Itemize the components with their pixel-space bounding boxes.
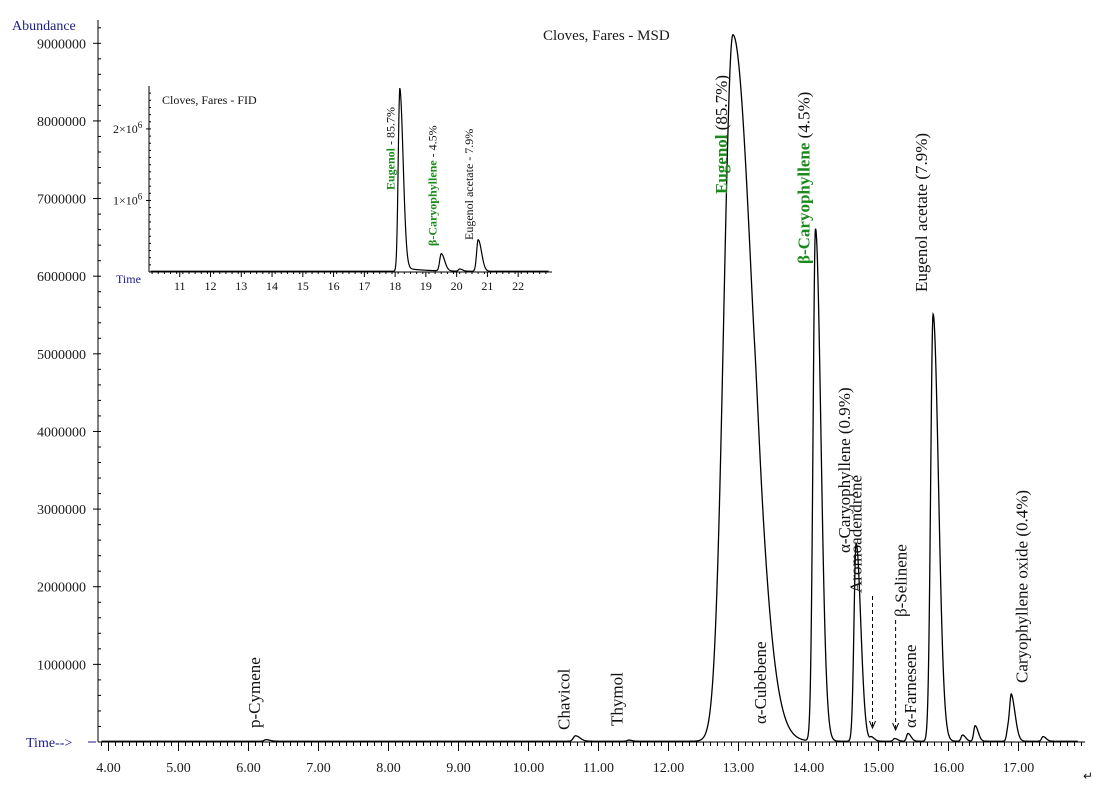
main-peak-label: α-Cubebene [751, 641, 770, 724]
x-tick-label: 15.00 [863, 761, 895, 776]
inset-peak-label: β-Caryophyllene - 4.5% [425, 125, 439, 246]
inset-peak-label-compound: β-Caryophyllene [425, 160, 439, 246]
main-peak-label: Thymol [608, 672, 627, 726]
y-tick-label: 7000000 [37, 193, 86, 208]
inset-peak-label-compound: Eugenol [384, 147, 398, 190]
x-tick-label: 17.00 [1003, 761, 1035, 776]
pointer-arrowhead [869, 720, 876, 730]
x-tick-label: 8.00 [376, 761, 401, 776]
main-peak-label: Eugenol acetate (7.9%) [912, 133, 931, 292]
main-peak-label-percent: (4.5%) [795, 92, 814, 143]
y-tick-label: 5000000 [37, 348, 86, 363]
inset-y-tick-exponent: 6 [138, 191, 143, 201]
main-peak-label: β-Selinene [892, 544, 911, 617]
inset-x-tick-label: 14 [266, 279, 278, 293]
x-tick-label: 11.00 [583, 761, 614, 776]
inset-x-tick-label: 13 [235, 279, 247, 293]
x-tick-label: 13.00 [723, 761, 755, 776]
inset-x-tick-label: 16 [328, 279, 340, 293]
y-tick-label: 6000000 [37, 270, 86, 285]
inset-x-axis-label: Time [116, 272, 141, 286]
y-tick-label: 2000000 [37, 581, 86, 596]
inset-y-tick-mantissa: 2×10 [113, 122, 138, 136]
inset-peak-label-percent: - 85.7% [384, 107, 398, 148]
main-peak-label: Caryophyllene oxide (0.4%) [1013, 490, 1032, 683]
main-trace [101, 34, 1078, 742]
y-axis-label: Abundance [12, 19, 76, 34]
main-chart-title: Cloves, Fares - MSD [543, 28, 670, 44]
main-peak-label: α-Farnesene [901, 645, 920, 728]
x-tick-label: 7.00 [306, 761, 331, 776]
x-tick-label: 16.00 [933, 761, 965, 776]
y-tick-label: 1000000 [37, 658, 86, 673]
x-tick-label: 5.00 [166, 761, 191, 776]
inset-y-tick-exponent: 6 [138, 120, 143, 130]
x-axis-label: Time--> [26, 736, 72, 751]
main-annotations: p-Cymene Chavicol Thymol Eugenol (85.7%) α-C… [245, 75, 1032, 732]
x-tick-label: 9.00 [446, 761, 471, 776]
main-peak-label: β-Caryophyllene (4.5%) [795, 92, 814, 264]
y-tick-label: 8000000 [37, 115, 86, 130]
main-axes: 1000000 2000000 3000000 4000000 5000000 60000… [37, 20, 1085, 776]
main-peak-label: p-Cymene [245, 657, 264, 728]
inset-x-tick-label: 22 [512, 279, 524, 293]
inset-chart-title: Cloves, Fares - FID [162, 93, 257, 107]
inset-peak-label: Eugenol acetate - 7.9% [462, 129, 476, 240]
inset-y-tick-label: 2×106 [113, 120, 143, 136]
y-tick-label: 4000000 [37, 425, 86, 440]
inset-x-tick-label: 12 [205, 279, 217, 293]
x-tick-label: 10.00 [513, 761, 545, 776]
inset-x-tick-label: 17 [358, 279, 370, 293]
y-tick-label: 3000000 [37, 503, 86, 518]
x-tick-label: 14.00 [793, 761, 825, 776]
pointer-arrowhead [892, 722, 900, 732]
y-tick-label: 9000000 [37, 37, 86, 52]
inset-peak-label: Eugenol - 85.7% [384, 107, 398, 190]
inset-peak-label-percent: - 4.5% [425, 125, 439, 160]
x-tick-label: 12.00 [653, 761, 685, 776]
inset-y-tick-label: 1×106 [113, 191, 143, 207]
inset-x-tick-label: 19 [420, 279, 432, 293]
main-peak-label-compound: Eugenol [712, 134, 731, 194]
corner-mark: ↵ [1083, 769, 1093, 783]
inset-x-tick-label: 15 [297, 279, 309, 293]
main-peak-label: α-Caryophyllene (0.9%) [835, 387, 854, 553]
x-tick-label: 6.00 [236, 761, 261, 776]
inset-annotations: Eugenol - 85.7% β-Caryophyllene - 4.5% Eug… [384, 107, 476, 246]
main-peak-label-compound: β-Caryophyllene [795, 142, 814, 264]
main-peak-label: Chavicol [554, 668, 573, 730]
inset-y-tick-mantissa: 1×10 [113, 193, 138, 207]
main-peak-label-percent: (85.7%) [712, 75, 731, 134]
inset-trace-group [150, 87, 549, 272]
main-peak-label: Aromoadendrene [847, 475, 866, 593]
x-tick-label: 4.00 [96, 761, 121, 776]
inset-x-tick-label: 20 [451, 279, 463, 293]
main-trace-group [101, 34, 1078, 742]
inset-trace [150, 87, 549, 272]
inset-x-tick-label: 18 [389, 279, 401, 293]
inset-x-tick-label: 21 [481, 279, 493, 293]
main-peak-label: Eugenol (85.7%) [712, 75, 731, 194]
inset-x-tick-label: 11 [174, 279, 186, 293]
